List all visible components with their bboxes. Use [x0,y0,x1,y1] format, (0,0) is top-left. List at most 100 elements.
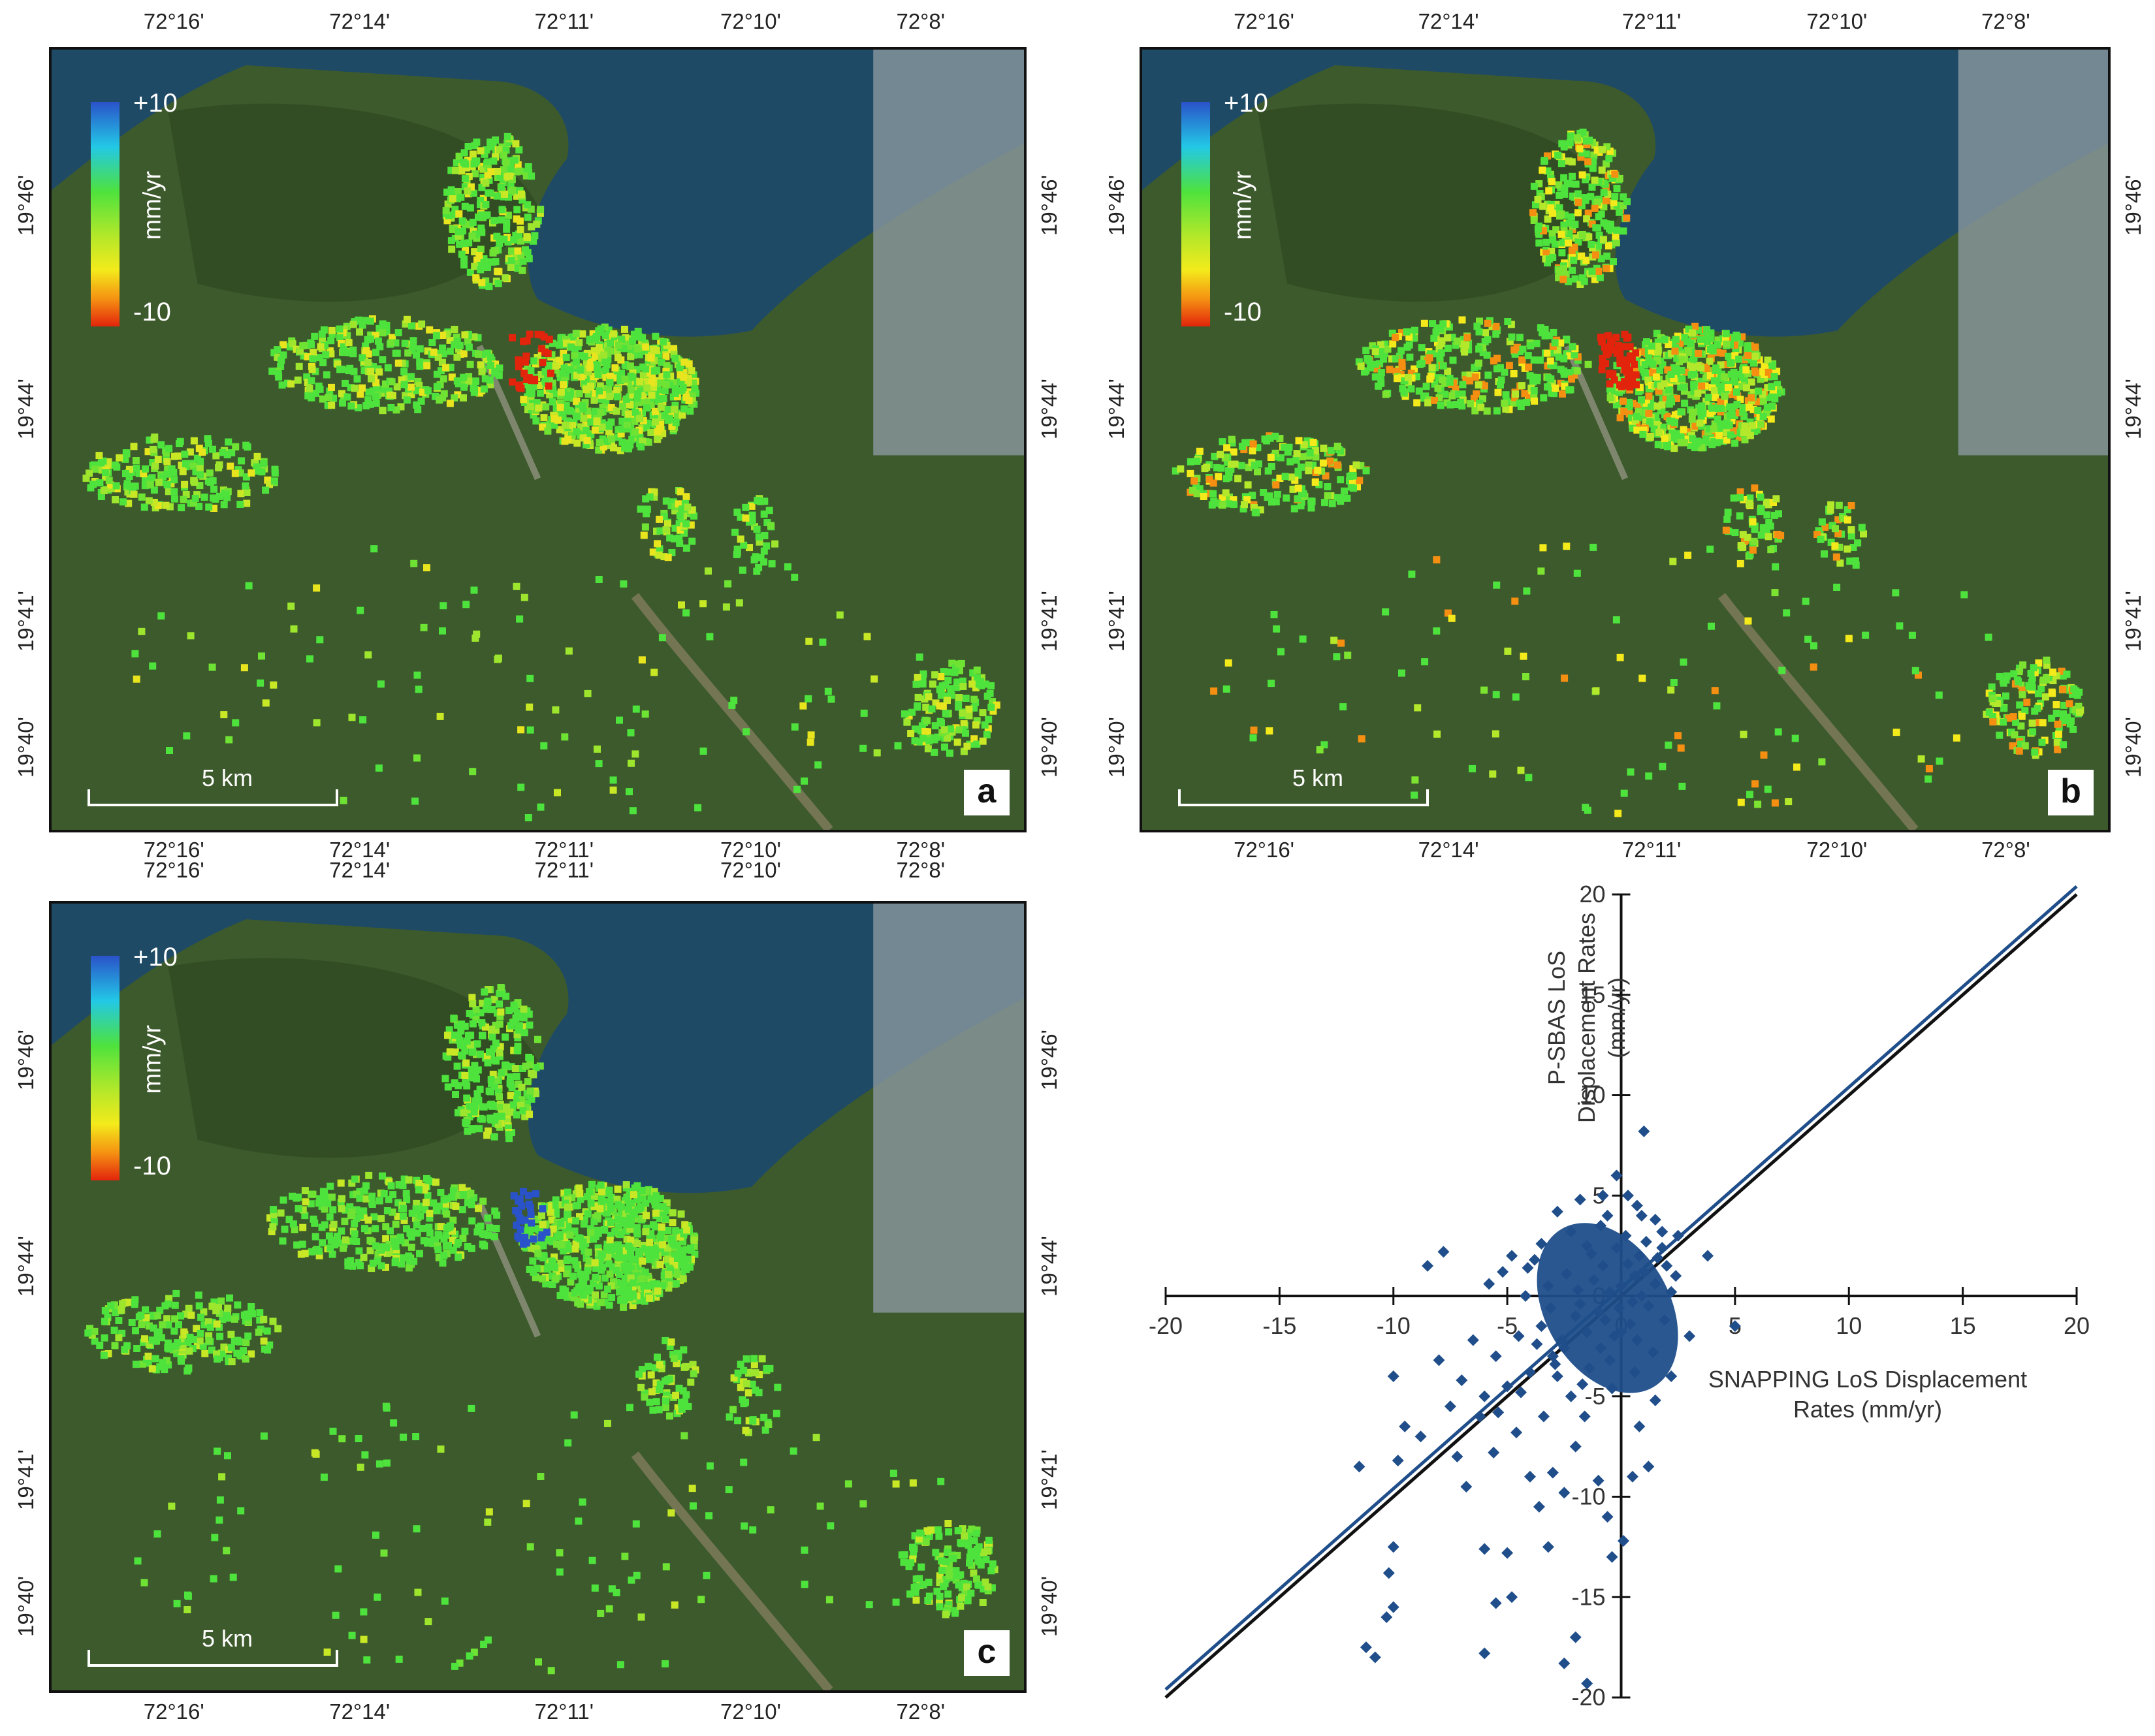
displacement-point [410,337,417,344]
displacement-point [1448,615,1456,622]
displacement-point [652,1252,660,1259]
displacement-point [2000,719,2007,726]
displacement-point [666,415,673,422]
displacement-point [607,1219,615,1226]
right-lat-tick: 19°44' [1037,355,1062,439]
displacement-point [607,1270,614,1278]
displacement-point [469,1000,476,1007]
displacement-point [319,330,326,338]
displacement-point [1558,160,1565,167]
displacement-point [554,417,562,424]
displacement-point [1559,390,1566,398]
displacement-point [1574,209,1582,216]
displacement-point [1678,783,1685,790]
displacement-point [598,325,605,332]
displacement-point [414,672,421,679]
displacement-point [588,1181,596,1188]
displacement-point [512,1065,519,1072]
displacement-point [591,397,598,404]
displacement-point [602,332,609,339]
displacement-point [279,1237,287,1244]
displacement-point [1725,509,1732,516]
displacement-point [1288,473,1295,481]
displacement-hotspot [1627,343,1634,351]
displacement-point [406,1265,413,1272]
displacement-point [516,616,523,623]
displacement-point [1588,241,1595,248]
displacement-point [653,347,660,354]
displacement-point [86,469,93,477]
top-lon-tick: 72°14' [329,858,390,883]
displacement-point [594,746,601,753]
left-lat-tick: 19°41' [14,1425,39,1510]
displacement-point [525,814,532,821]
displacement-point [526,255,533,262]
displacement-point [784,563,791,571]
displacement-point [538,1212,545,1219]
displacement-point [354,375,361,383]
displacement-point [505,1135,513,1142]
displacement-point [1988,684,1996,691]
displacement-point [350,321,357,328]
displacement-point [1560,174,1567,181]
displacement-point [500,151,507,159]
displacement-point [1312,479,1319,486]
displacement-point [380,1243,387,1250]
displacement-point [684,503,692,511]
displacement-point [1723,527,1730,534]
bottom-lon-tick: 72°11' [535,1699,594,1724]
displacement-point [1251,727,1258,734]
displacement-point [1744,352,1751,359]
displacement-point [636,378,643,385]
displacement-point [1599,166,1606,174]
displacement-point [1525,352,1532,359]
displacement-point [1537,324,1544,331]
displacement-point [1712,687,1719,694]
displacement-hotspot [545,383,552,390]
displacement-point [308,377,315,385]
displacement-point [931,749,938,756]
displacement-point [2026,683,2034,690]
displacement-point [615,341,622,349]
legend-colorbar [1181,102,1210,326]
displacement-point [484,350,491,357]
displacement-point [1694,440,1701,447]
displacement-point [1450,356,1457,364]
displacement-point [340,1245,347,1252]
displacement-point [627,362,634,370]
displacement-point [502,1034,509,1041]
displacement-point [533,221,540,228]
displacement-point [478,279,485,286]
displacement-point [641,531,648,539]
displacement-point [1398,670,1405,677]
displacement-point [907,730,914,737]
displacement-point [573,413,581,420]
displacement-point [421,624,428,631]
displacement-point [477,246,485,253]
displacement-point [472,377,479,385]
displacement-point [1655,441,1662,448]
displacement-point [1234,475,1241,482]
displacement-hotspot [509,379,516,386]
displacement-point [620,1294,628,1301]
displacement-hotspot [1633,371,1640,379]
displacement-point [1674,732,1682,739]
displacement-point [461,331,468,338]
displacement-point [623,1181,630,1188]
displacement-point [654,1203,661,1210]
displacement-point [1574,190,1582,197]
displacement-point [448,186,455,193]
displacement-point [340,797,347,804]
displacement-point [417,345,424,353]
displacement-point [596,387,603,394]
displacement-point [1746,403,1753,411]
displacement-point [549,1257,556,1265]
displacement-point [1763,499,1770,506]
displacement-point [1544,383,1551,390]
displacement-point [2000,705,2007,712]
panel-label: a [964,770,1010,815]
displacement-point [677,1246,684,1254]
displacement-point [980,738,987,745]
displacement-point [171,496,178,503]
displacement-point [219,449,227,456]
